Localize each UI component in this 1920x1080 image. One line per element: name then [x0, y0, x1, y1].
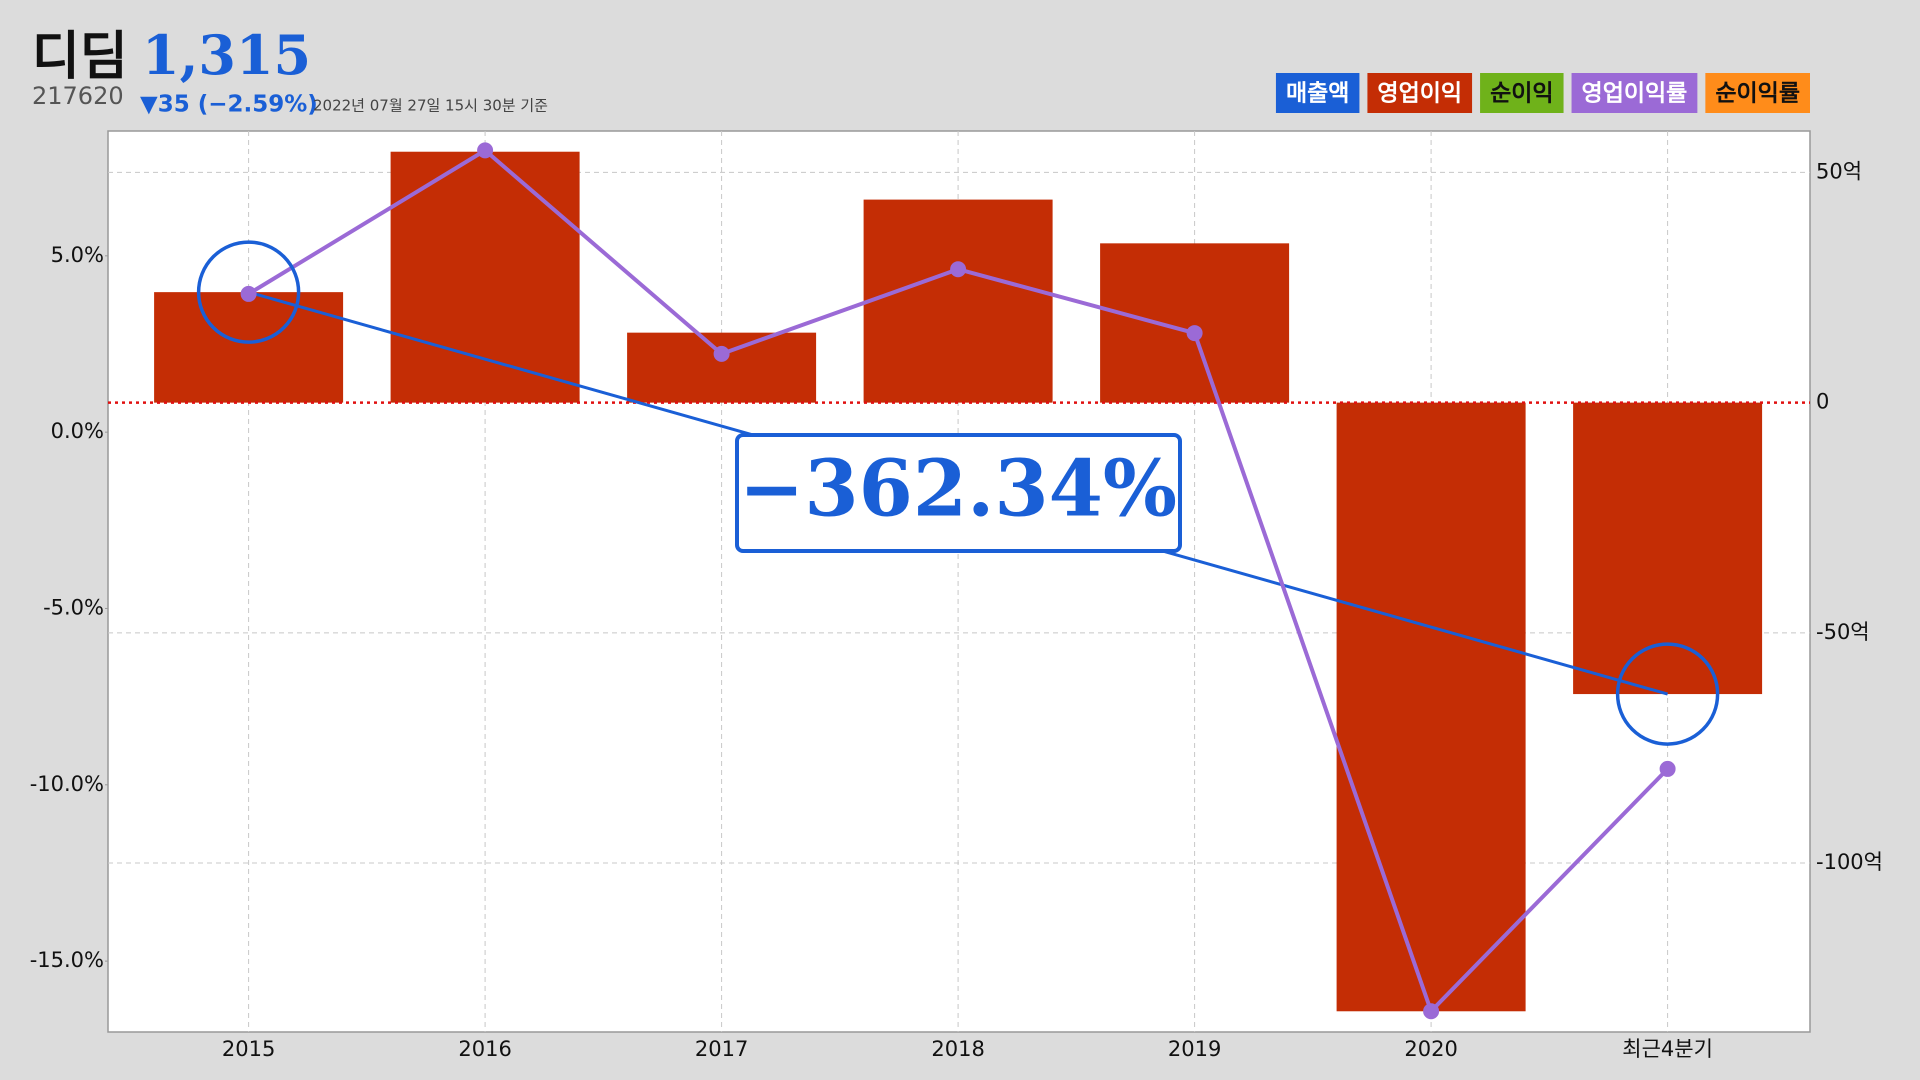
timestamp: 2022년 07월 27일 15시 30분 기준 [313, 97, 548, 115]
x-tick-label: 2018 [931, 1037, 984, 1061]
annotation-box [735, 433, 1182, 553]
legend-item[interactable]: 영업이익률 [1571, 73, 1698, 113]
price: 1,315 [142, 23, 311, 87]
line-point [713, 345, 730, 362]
legend-swatch [1480, 73, 1564, 113]
y-tick-label: 0.0% [51, 419, 104, 443]
y2-tick-label: -100억 [1816, 850, 1883, 874]
legend-item[interactable]: 영업이익 [1367, 73, 1473, 113]
bar [1100, 243, 1290, 403]
legend-swatch [1367, 73, 1473, 113]
y-tick-label: -10.0% [30, 772, 104, 796]
bar [863, 199, 1053, 403]
y-tick-label: -15.0% [30, 948, 104, 972]
line-point [950, 261, 967, 278]
bar [154, 292, 344, 403]
y2-tick-label: 0 [1816, 390, 1829, 414]
legend-swatch [1571, 73, 1698, 113]
bar [390, 151, 580, 403]
legend-label: 영업이익률 [1582, 81, 1688, 107]
y2-tick-label: -50억 [1816, 620, 1870, 644]
company-name: 디딤 [32, 27, 128, 87]
line-point [1186, 325, 1203, 342]
legend-item[interactable]: 순이익 [1480, 73, 1564, 113]
x-tick-label: 2015 [222, 1037, 275, 1061]
legend-item[interactable]: 매출액 [1275, 73, 1360, 113]
bar [1336, 402, 1526, 1012]
x-tick-label: 2019 [1168, 1037, 1221, 1061]
legend-swatch [1705, 73, 1810, 113]
legend-label: 순이익 [1490, 81, 1553, 107]
bar [1573, 402, 1763, 695]
line-point [1659, 760, 1676, 777]
y-tick-label: 5.0% [51, 243, 104, 267]
line-point [240, 285, 257, 302]
x-tick-label: 최근4분기 [1622, 1037, 1713, 1061]
annotation-circle [1615, 642, 1720, 746]
stock-code: 217620 [32, 82, 124, 110]
x-tick-label: 2016 [458, 1037, 511, 1061]
x-tick-label: 2020 [1404, 1037, 1457, 1061]
x-tick-label: 2017 [695, 1037, 748, 1061]
annotation-circle [196, 240, 301, 344]
annotation-text: −362.34% [739, 444, 1177, 535]
legend-label: 매출액 [1286, 81, 1349, 107]
legend-label: 순이익률 [1715, 81, 1800, 107]
legend-label: 영업이익 [1377, 81, 1462, 107]
price-change: ▼35 (−2.59%) [140, 92, 318, 118]
line-point [477, 142, 494, 159]
line-point [1423, 1003, 1440, 1020]
legend-item[interactable]: 순이익률 [1705, 73, 1810, 113]
y2-tick-label: 50억 [1816, 159, 1862, 183]
y-tick-label: -5.0% [43, 595, 104, 619]
legend-swatch [1275, 73, 1360, 113]
bar [627, 332, 817, 403]
